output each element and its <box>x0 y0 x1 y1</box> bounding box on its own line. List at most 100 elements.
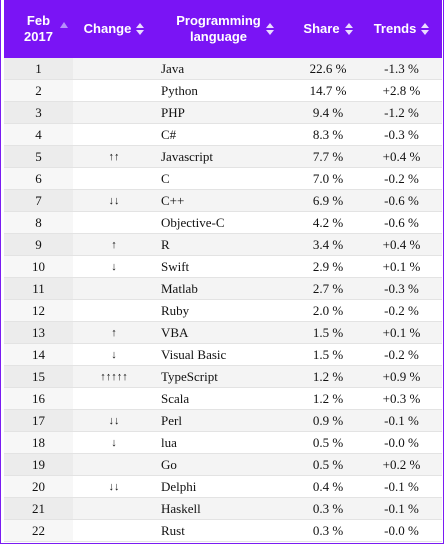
share-cell: 2.0 % <box>295 299 361 322</box>
share-cell: 2.9 % <box>295 255 361 278</box>
rank-cell: 5 <box>4 145 73 168</box>
table-row: 13 ↑ VBA 1.5 % +0.1 % <box>4 321 442 344</box>
column-header-language[interactable]: Programming language <box>155 0 295 58</box>
change-cell <box>73 277 155 300</box>
change-cell: ↑ <box>73 321 155 344</box>
share-cell: 1.2 % <box>295 365 361 388</box>
column-header-share-label: Share <box>303 21 340 36</box>
language-cell: C <box>155 167 295 190</box>
table-row: 20 ↓↓ Delphi 0.4 % -0.1 % <box>4 475 442 498</box>
change-cell <box>73 453 155 476</box>
share-cell: 1.5 % <box>295 343 361 366</box>
rank-cell: 9 <box>4 233 73 256</box>
column-header-language-label: Programming language <box>176 13 261 45</box>
share-cell: 0.3 % <box>295 497 361 520</box>
language-cell: R <box>155 233 295 256</box>
trend-cell: +0.3 % <box>361 387 442 410</box>
trend-cell: -0.6 % <box>361 211 442 234</box>
language-cell: Visual Basic <box>155 343 295 366</box>
change-cell <box>73 519 155 542</box>
column-header-rank[interactable]: Feb 2017 <box>4 0 73 58</box>
table-row: 17 ↓↓ Perl 0.9 % -0.1 % <box>4 409 442 432</box>
language-cell: Swift <box>155 255 295 278</box>
language-cell: Javascript <box>155 145 295 168</box>
change-cell: ↓↓ <box>73 189 155 212</box>
trend-cell: -0.2 % <box>361 299 442 322</box>
change-cell <box>73 79 155 102</box>
trend-cell: -0.3 % <box>361 123 442 146</box>
table-row: 5 ↑↑ Javascript 7.7 % +0.4 % <box>4 145 442 168</box>
language-cell: PHP <box>155 101 295 124</box>
language-cell: C++ <box>155 189 295 212</box>
share-cell: 0.9 % <box>295 409 361 432</box>
trend-cell: +0.1 % <box>361 255 442 278</box>
table-row: 7 ↓↓ C++ 6.9 % -0.6 % <box>4 189 442 212</box>
rank-cell: 3 <box>4 101 73 124</box>
change-cell <box>73 58 155 80</box>
table-row: 6 C 7.0 % -0.2 % <box>4 167 442 190</box>
trend-cell: +0.4 % <box>361 233 442 256</box>
change-cell: ↓ <box>73 255 155 278</box>
language-cell: Delphi <box>155 475 295 498</box>
change-cell <box>73 211 155 234</box>
table-row: 22 Rust 0.3 % -0.0 % <box>4 519 442 542</box>
share-cell: 0.5 % <box>295 431 361 454</box>
share-cell: 1.2 % <box>295 387 361 410</box>
change-cell <box>73 101 155 124</box>
rank-cell: 22 <box>4 519 73 542</box>
rank-cell: 19 <box>4 453 73 476</box>
sort-ascending-icon <box>60 22 68 28</box>
column-header-rank-line1: Feb <box>26 13 51 28</box>
column-header-share[interactable]: Share <box>295 0 361 58</box>
trend-cell: -0.2 % <box>361 343 442 366</box>
sort-both-icon <box>344 22 353 36</box>
change-cell <box>73 123 155 146</box>
rank-cell: 8 <box>4 211 73 234</box>
table-body: 1 Java 22.6 % -1.3 % 2 Python 14.7 % +2.8 % 3 PHP… <box>4 58 442 542</box>
rank-cell: 14 <box>4 343 73 366</box>
share-cell: 9.4 % <box>295 101 361 124</box>
language-cell: lua <box>155 431 295 454</box>
table-row: 9 ↑ R 3.4 % +0.4 % <box>4 233 442 256</box>
rank-cell: 7 <box>4 189 73 212</box>
trend-cell: -0.6 % <box>361 189 442 212</box>
trend-cell: -0.1 % <box>361 409 442 432</box>
column-header-language-line1: Programming <box>176 13 261 28</box>
rank-cell: 12 <box>4 299 73 322</box>
table-row: 15 ↑↑↑↑↑ TypeScript 1.2 % +0.9 % <box>4 365 442 388</box>
language-cell: Matlab <box>155 277 295 300</box>
trend-cell: +0.4 % <box>361 145 442 168</box>
sort-both-icon <box>421 22 430 36</box>
table-row: 14 ↓ Visual Basic 1.5 % -0.2 % <box>4 343 442 366</box>
language-cell: Ruby <box>155 299 295 322</box>
share-cell: 4.2 % <box>295 211 361 234</box>
table-row: 10 ↓ Swift 2.9 % +0.1 % <box>4 255 442 278</box>
table-row: 3 PHP 9.4 % -1.2 % <box>4 101 442 124</box>
share-cell: 6.9 % <box>295 189 361 212</box>
column-header-trends[interactable]: Trends <box>361 0 442 58</box>
trend-cell: +0.2 % <box>361 453 442 476</box>
change-cell <box>73 299 155 322</box>
rank-cell: 21 <box>4 497 73 520</box>
change-cell <box>73 387 155 410</box>
trend-cell: +0.1 % <box>361 321 442 344</box>
change-cell: ↓ <box>73 431 155 454</box>
sort-both-icon <box>136 22 145 36</box>
trend-cell: -0.0 % <box>361 431 442 454</box>
share-cell: 7.0 % <box>295 167 361 190</box>
language-ranking-table: Feb 2017 Change Programming lan <box>4 0 442 542</box>
language-cell: VBA <box>155 321 295 344</box>
table-row: 21 Haskell 0.3 % -0.1 % <box>4 497 442 520</box>
column-header-rank-label: Feb 2017 <box>24 13 53 45</box>
change-cell: ↑ <box>73 233 155 256</box>
sort-both-icon <box>265 22 274 36</box>
change-cell <box>73 167 155 190</box>
share-cell: 1.5 % <box>295 321 361 344</box>
trend-cell: -0.3 % <box>361 277 442 300</box>
table-row: 1 Java 22.6 % -1.3 % <box>4 58 442 80</box>
trend-cell: -0.1 % <box>361 497 442 520</box>
change-cell: ↓ <box>73 343 155 366</box>
share-cell: 14.7 % <box>295 79 361 102</box>
column-header-change[interactable]: Change <box>73 0 155 58</box>
